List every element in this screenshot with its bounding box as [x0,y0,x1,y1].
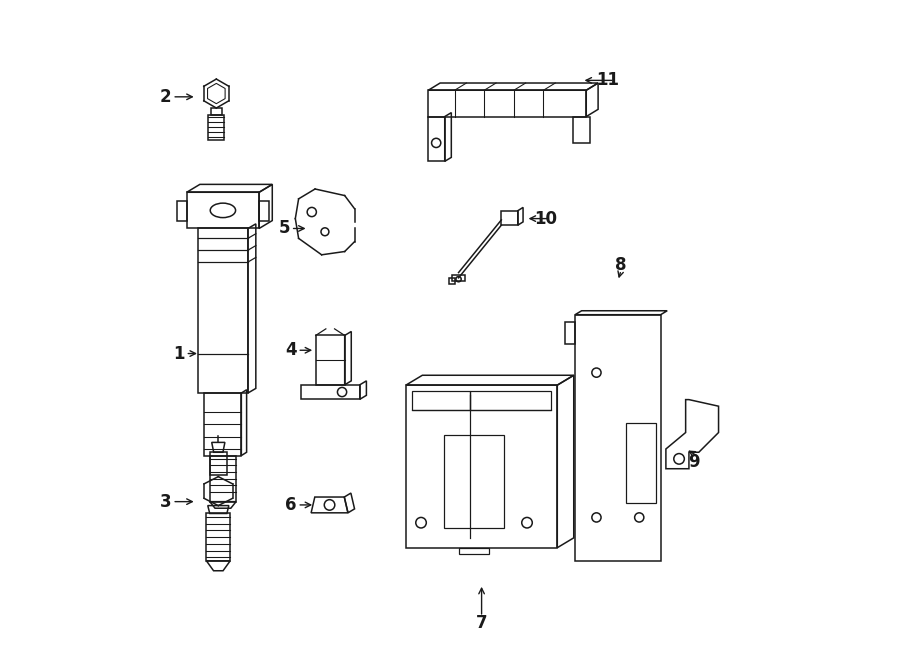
Text: 8: 8 [616,256,627,274]
Text: 10: 10 [534,210,557,227]
Text: 1: 1 [173,344,184,362]
Text: 5: 5 [278,219,290,237]
Text: 4: 4 [285,341,296,359]
Text: 6: 6 [285,496,296,514]
Text: 9: 9 [688,453,699,471]
Text: 11: 11 [597,71,619,89]
Text: 3: 3 [160,492,172,511]
Text: 2: 2 [160,88,172,106]
Text: 7: 7 [476,615,488,633]
